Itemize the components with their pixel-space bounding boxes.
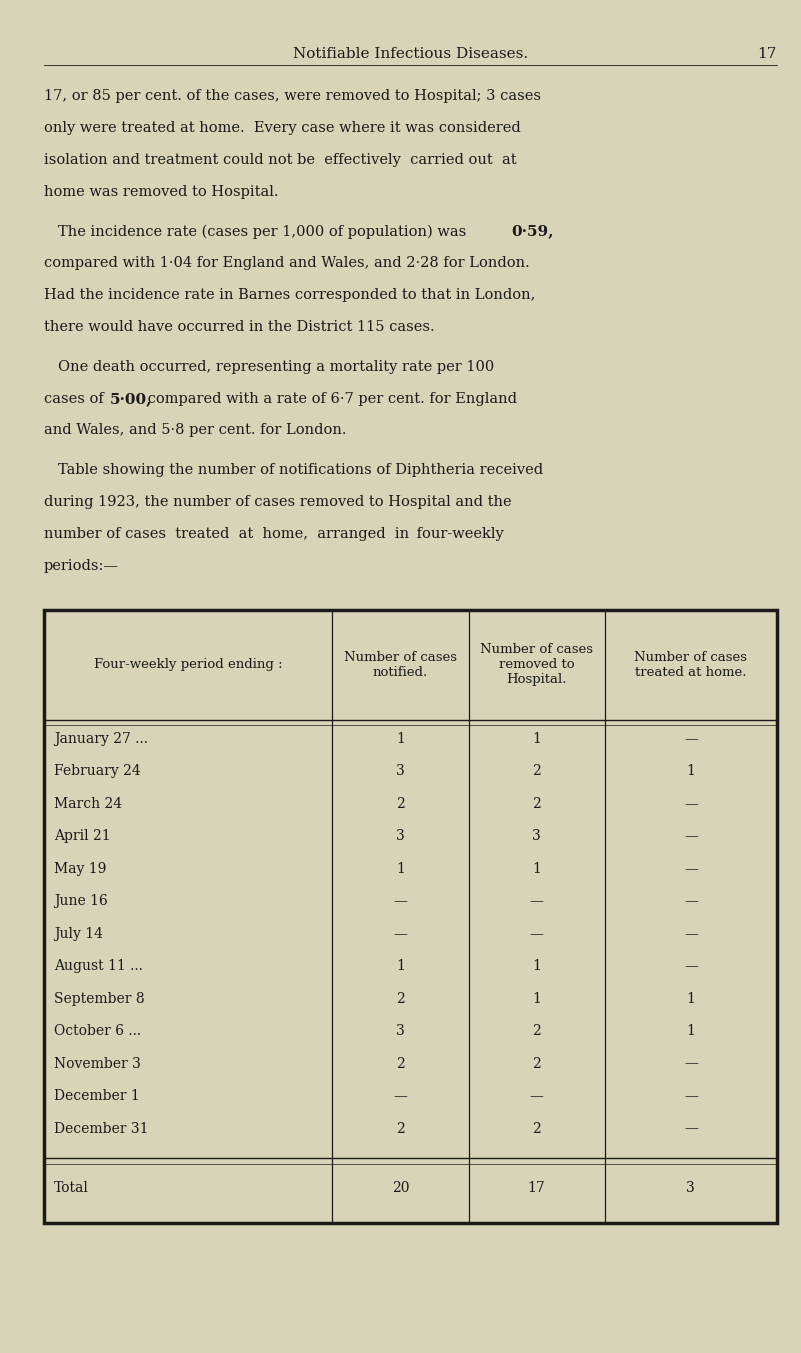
Text: 17: 17 xyxy=(758,47,777,61)
Text: May 19: May 19 xyxy=(54,862,106,875)
Text: 1: 1 xyxy=(532,732,541,746)
Text: December 31: December 31 xyxy=(54,1122,148,1135)
Text: 3: 3 xyxy=(396,1024,405,1038)
Text: 2: 2 xyxy=(533,764,541,778)
Text: 3: 3 xyxy=(533,829,541,843)
Text: 5·00,: 5·00, xyxy=(110,391,152,406)
Text: Table showing the number of notifications of Diphtheria received: Table showing the number of notification… xyxy=(58,463,543,478)
Text: 0·59,: 0·59, xyxy=(511,225,553,238)
Text: and Wales, and 5·8 per cent. for London.: and Wales, and 5·8 per cent. for London. xyxy=(44,423,347,437)
Bar xyxy=(44,609,777,1223)
Text: Number of cases
removed to
Hospital.: Number of cases removed to Hospital. xyxy=(480,643,594,686)
Text: 2: 2 xyxy=(396,1057,405,1070)
Text: there would have occurred in the District 115 cases.: there would have occurred in the Distric… xyxy=(44,319,435,334)
Text: —: — xyxy=(684,959,698,973)
Text: 1: 1 xyxy=(532,992,541,1005)
Text: cases of: cases of xyxy=(44,391,108,406)
Text: March 24: March 24 xyxy=(54,797,122,810)
Text: 2: 2 xyxy=(396,992,405,1005)
Text: 1: 1 xyxy=(532,959,541,973)
Text: —: — xyxy=(684,1089,698,1103)
Text: January 27 ...: January 27 ... xyxy=(54,732,147,746)
Text: —: — xyxy=(529,1089,544,1103)
Text: Had the incidence rate in Barnes corresponded to that in London,: Had the incidence rate in Barnes corresp… xyxy=(44,288,535,302)
Text: Total: Total xyxy=(54,1181,89,1195)
Text: 2: 2 xyxy=(533,1024,541,1038)
Text: July 14: July 14 xyxy=(54,927,103,940)
Text: August 11 ...: August 11 ... xyxy=(54,959,143,973)
Text: One death occurred, representing a mortality rate per 100: One death occurred, representing a morta… xyxy=(58,360,494,373)
Text: —: — xyxy=(684,732,698,746)
Text: periods:—: periods:— xyxy=(44,559,119,572)
Text: 2: 2 xyxy=(396,797,405,810)
Text: —: — xyxy=(684,927,698,940)
Text: —: — xyxy=(684,862,698,875)
Text: 2: 2 xyxy=(533,1122,541,1135)
Text: 1: 1 xyxy=(686,1024,695,1038)
Text: —: — xyxy=(393,1089,408,1103)
Text: —: — xyxy=(529,927,544,940)
Text: 2: 2 xyxy=(533,1057,541,1070)
Text: Number of cases
treated at home.: Number of cases treated at home. xyxy=(634,651,747,679)
Text: October 6 ...: October 6 ... xyxy=(54,1024,141,1038)
Text: Notifiable Infectious Diseases.: Notifiable Infectious Diseases. xyxy=(293,47,528,61)
Text: —: — xyxy=(529,894,544,908)
Text: 3: 3 xyxy=(396,829,405,843)
Text: Four-weekly period ending :: Four-weekly period ending : xyxy=(94,658,283,671)
Text: —: — xyxy=(684,1057,698,1070)
Text: —: — xyxy=(684,1122,698,1135)
Text: November 3: November 3 xyxy=(54,1057,140,1070)
Text: 17, or 85 per cent. of the cases, were removed to Hospital; 3 cases: 17, or 85 per cent. of the cases, were r… xyxy=(44,89,541,103)
Text: during 1923, the number of cases removed to Hospital and the: during 1923, the number of cases removed… xyxy=(44,495,512,509)
Text: 1: 1 xyxy=(396,959,405,973)
Text: 2: 2 xyxy=(396,1122,405,1135)
Text: 2: 2 xyxy=(533,797,541,810)
Text: February 24: February 24 xyxy=(54,764,140,778)
Text: —: — xyxy=(684,797,698,810)
Text: 17: 17 xyxy=(528,1181,545,1195)
Text: 1: 1 xyxy=(532,862,541,875)
Text: —: — xyxy=(684,894,698,908)
Text: 1: 1 xyxy=(686,764,695,778)
Text: 20: 20 xyxy=(392,1181,409,1195)
Text: 3: 3 xyxy=(396,764,405,778)
Text: —: — xyxy=(684,829,698,843)
Text: —: — xyxy=(393,894,408,908)
Text: December 1: December 1 xyxy=(54,1089,139,1103)
Text: —: — xyxy=(393,927,408,940)
Text: isolation and treatment could not be  effectively  carried out  at: isolation and treatment could not be eff… xyxy=(44,153,517,166)
Text: April 21: April 21 xyxy=(54,829,111,843)
Text: June 16: June 16 xyxy=(54,894,107,908)
Text: 1: 1 xyxy=(396,732,405,746)
Text: compared with a rate of 6·7 per cent. for England: compared with a rate of 6·7 per cent. fo… xyxy=(143,391,517,406)
Text: Number of cases
notified.: Number of cases notified. xyxy=(344,651,457,679)
Text: 1: 1 xyxy=(686,992,695,1005)
Text: The incidence rate (cases per 1,000 of population) was: The incidence rate (cases per 1,000 of p… xyxy=(58,225,470,239)
Text: September 8: September 8 xyxy=(54,992,144,1005)
Text: 1: 1 xyxy=(396,862,405,875)
Text: only were treated at home.  Every case where it was considered: only were treated at home. Every case wh… xyxy=(44,122,521,135)
Text: compared with 1·04 for England and Wales, and 2·28 for London.: compared with 1·04 for England and Wales… xyxy=(44,256,529,271)
Text: number of cases  treated  at  home,  arranged  in  four-weekly: number of cases treated at home, arrange… xyxy=(44,526,504,541)
Text: 3: 3 xyxy=(686,1181,695,1195)
Text: home was removed to Hospital.: home was removed to Hospital. xyxy=(44,185,279,199)
